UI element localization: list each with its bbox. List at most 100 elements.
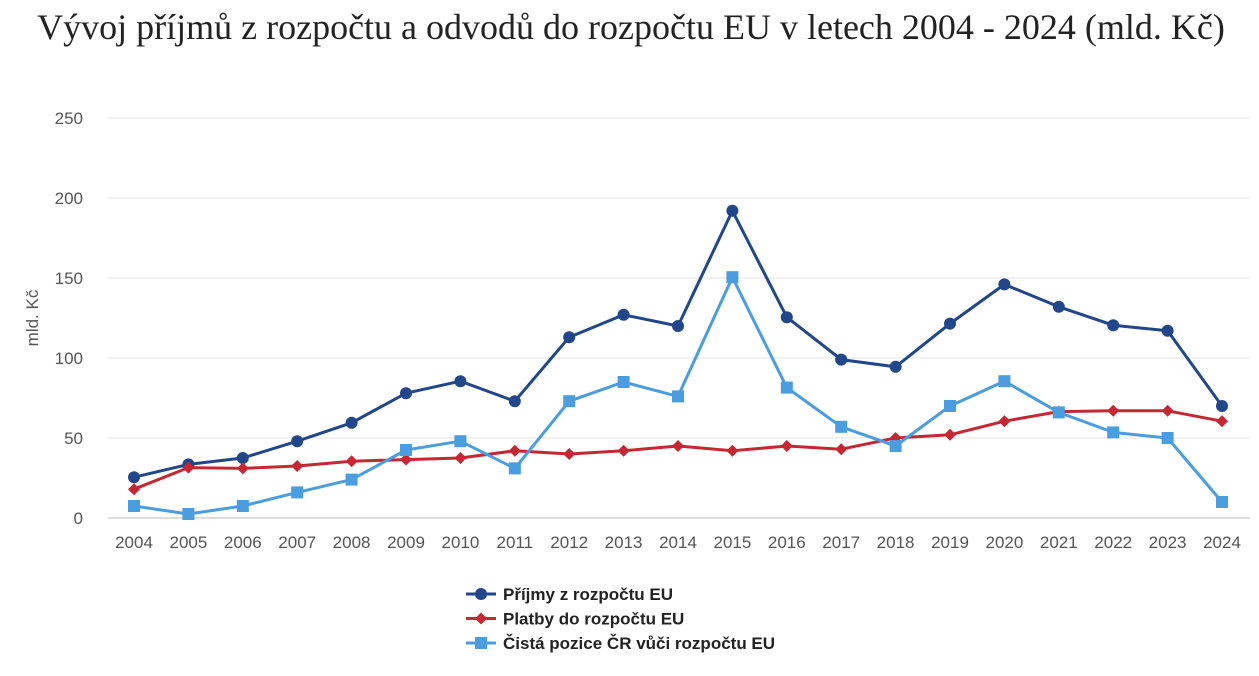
data-point xyxy=(780,311,793,324)
data-point xyxy=(944,400,956,412)
data-point xyxy=(400,453,412,466)
data-point xyxy=(1107,319,1120,332)
data-point xyxy=(780,381,793,394)
legend-item: Příjmy z rozpočtu EU xyxy=(466,585,673,604)
y-tick-label: 50 xyxy=(64,429,83,448)
x-tick-label: 2021 xyxy=(1040,533,1078,552)
data-point xyxy=(291,460,304,472)
x-tick-label: 2011 xyxy=(497,533,534,552)
data-point xyxy=(1052,406,1065,419)
data-point xyxy=(454,452,467,464)
x-tick-label: 2012 xyxy=(550,533,588,552)
data-point xyxy=(617,308,630,321)
data-point xyxy=(128,483,140,496)
series-2 xyxy=(128,404,1228,496)
x-tick-label: 2010 xyxy=(441,533,479,552)
data-point xyxy=(889,440,902,452)
data-point xyxy=(1161,432,1174,444)
data-point xyxy=(345,455,358,468)
data-point xyxy=(291,435,304,448)
data-point xyxy=(998,278,1011,291)
data-point xyxy=(998,415,1011,428)
data-point xyxy=(400,444,412,456)
data-point xyxy=(236,500,249,512)
chart-title: Vývoj příjmů z rozpočtu a odvodů do rozp… xyxy=(37,7,1225,47)
data-point xyxy=(726,271,739,284)
data-point xyxy=(835,443,848,456)
data-point xyxy=(508,462,521,475)
data-point xyxy=(998,375,1011,388)
data-point xyxy=(835,353,848,366)
data-point xyxy=(563,331,576,344)
y-tick-label: 0 xyxy=(74,509,83,528)
data-point xyxy=(1161,324,1174,337)
series-group xyxy=(128,204,1228,520)
data-point xyxy=(508,444,521,457)
data-point xyxy=(726,204,739,217)
data-point xyxy=(508,395,521,408)
data-point xyxy=(563,395,576,408)
data-point xyxy=(1052,300,1065,313)
data-point xyxy=(617,376,630,388)
x-tick-label: 2024 xyxy=(1203,533,1241,552)
x-tick-label: 2005 xyxy=(169,533,207,552)
legend-label: Platby do rozpočtu EU xyxy=(503,610,684,629)
data-point xyxy=(780,440,793,452)
data-point xyxy=(454,375,467,388)
data-point xyxy=(182,508,195,520)
data-point xyxy=(672,320,684,332)
y-tick-label: 100 xyxy=(55,349,83,368)
data-point xyxy=(563,448,576,460)
data-point xyxy=(944,428,956,441)
data-point xyxy=(617,444,630,457)
gridlines xyxy=(108,117,1250,519)
data-point xyxy=(291,486,304,499)
y-axis: mld. Kč 0 50 100 150 200 250 xyxy=(23,109,83,528)
data-point xyxy=(835,420,848,433)
x-tick-label: 2019 xyxy=(931,533,969,552)
data-point xyxy=(1216,496,1228,508)
x-tick-label: 2007 xyxy=(278,533,316,552)
data-point xyxy=(400,387,412,400)
x-tick-label: 2015 xyxy=(713,533,751,552)
data-point xyxy=(944,317,956,330)
data-point xyxy=(672,440,684,452)
x-tick-label: 2008 xyxy=(333,533,371,552)
x-tick-label: 2013 xyxy=(605,533,643,552)
legend-item: Platby do rozpočtu EU xyxy=(466,610,684,629)
data-point xyxy=(1107,426,1120,439)
legend-marker xyxy=(475,612,487,625)
legend-marker xyxy=(475,588,487,600)
series-1 xyxy=(128,204,1228,484)
x-tick-label: 2009 xyxy=(387,533,425,552)
x-tick-label: 2014 xyxy=(659,533,697,552)
data-point xyxy=(454,435,467,448)
data-point xyxy=(1161,404,1174,417)
data-point xyxy=(726,444,739,457)
data-point xyxy=(672,390,684,403)
x-tick-label: 2006 xyxy=(224,533,262,552)
x-tick-label: 2023 xyxy=(1149,533,1187,552)
series-3 xyxy=(128,271,1228,520)
data-point xyxy=(236,452,249,464)
legend-label: Čistá pozice ČR vůči rozpočtu EU xyxy=(503,634,775,653)
x-tick-label: 2004 xyxy=(115,533,153,552)
y-tick-label: 250 xyxy=(55,109,83,128)
x-axis: 2004 2005 2006 2007 2008 2009 2010 2011 2012 2013… xyxy=(115,533,1241,552)
legend: Příjmy z rozpočtu EU Platby do rozpočtu E… xyxy=(466,585,775,653)
data-point xyxy=(1216,400,1228,412)
y-tick-label: 200 xyxy=(55,189,83,208)
x-tick-label: 2022 xyxy=(1094,533,1132,552)
data-point xyxy=(182,461,195,474)
x-tick-label: 2017 xyxy=(822,533,860,552)
x-tick-label: 2018 xyxy=(877,533,915,552)
x-tick-label: 2016 xyxy=(768,533,806,552)
data-point xyxy=(1216,415,1228,428)
legend-label: Příjmy z rozpočtu EU xyxy=(503,585,673,604)
legend-marker xyxy=(475,637,487,649)
x-tick-label: 2020 xyxy=(985,533,1023,552)
data-point xyxy=(1107,404,1120,417)
y-axis-title: mld. Kč xyxy=(23,289,42,346)
data-point xyxy=(128,500,140,512)
